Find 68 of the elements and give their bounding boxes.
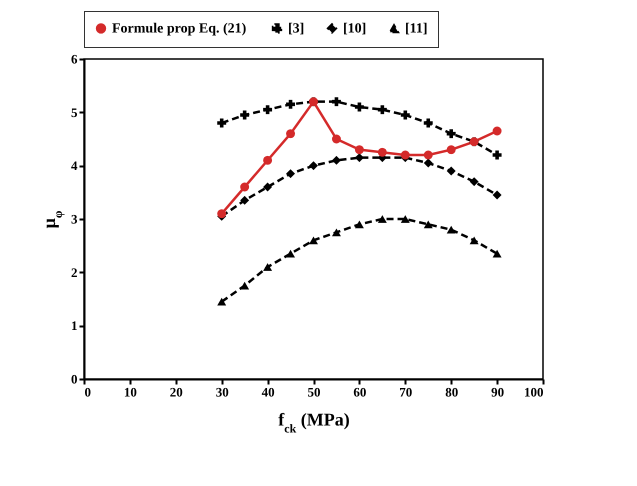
point [286,169,296,178]
point [424,150,433,160]
point [378,105,387,114]
point [240,110,250,120]
point [217,209,226,218]
point [354,153,364,162]
point [354,220,364,228]
x-tick-label: 100 [524,384,544,400]
legend-label: [3] [288,21,304,36]
x-tick-label: 10 [124,384,137,400]
x-tick-label: 80 [445,384,458,400]
point [378,215,387,223]
y-tick-label: 0 [71,372,78,386]
point [332,228,341,236]
x-tick-label: 70 [399,384,412,400]
y-tick-label: 5 [71,104,78,120]
y-tick-label: 1 [71,318,78,334]
point [309,161,318,170]
point [263,156,272,165]
point [286,100,296,109]
point [240,282,250,290]
x-tick-label: 0 [84,384,91,400]
point [217,298,226,306]
point [424,158,433,168]
point [446,145,456,154]
point [378,148,387,157]
point [354,145,364,154]
legend-label: [11] [405,22,428,37]
point [286,129,296,138]
point [400,150,410,160]
x-tick-label: 50 [308,384,320,400]
point [240,196,250,205]
point [332,156,341,165]
point [446,226,456,234]
point [446,129,456,138]
point [263,182,272,192]
point [354,102,364,112]
point [286,250,296,258]
point [332,134,341,144]
legend-label: Formule prop Eq. (21) [112,21,247,36]
x-tick-label: 60 [353,384,366,400]
point [263,105,272,114]
point [263,263,272,271]
x-tick-label: 20 [170,384,183,400]
point [492,150,502,160]
x-tick-label: 40 [262,384,275,400]
y-tick-label: 4 [71,158,78,174]
point [446,166,456,176]
x-tick-label: 90 [491,384,504,400]
point [400,110,410,120]
point [332,97,341,106]
point [492,250,502,258]
point [240,182,250,192]
point [309,236,318,244]
point [470,177,479,186]
point [470,236,479,244]
legend-label: [10] [343,21,366,36]
point [400,215,410,223]
point [217,118,226,128]
x-tick-label: 30 [216,384,229,400]
point [424,220,433,228]
y-tick-label: 6 [71,52,78,66]
x-axis-title: f$_{ck}$ (MPa) [278,410,350,436]
y-tick-label: 3 [71,212,78,226]
point [424,118,433,128]
y-tick-label: 2 [71,264,78,280]
point [492,126,502,136]
point [492,190,502,200]
